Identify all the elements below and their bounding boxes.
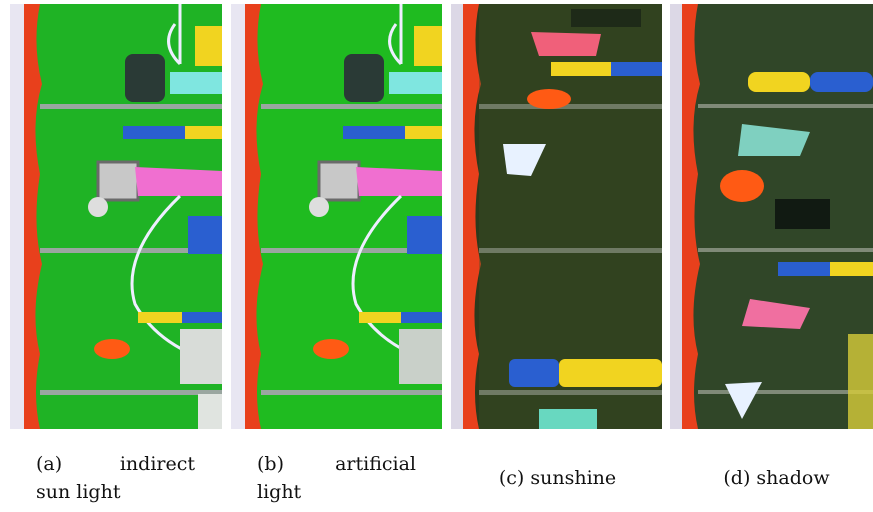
panel-a-image [10, 4, 222, 429]
caption-b-line2: light [257, 481, 302, 503]
caption-a-tag: (a) [36, 453, 63, 475]
panel-c-image [451, 4, 662, 429]
panel-b-image [231, 4, 442, 429]
caption-a: (a) indirect sun light [36, 450, 195, 506]
caption-a-line2: sun light [36, 481, 121, 503]
panel-d-image [670, 4, 873, 429]
caption-d: (d) shadow [723, 467, 830, 489]
caption-b-word: artificial [335, 453, 416, 475]
caption-c: (c) sunshine [498, 467, 617, 489]
caption-b-tag: (b) [257, 453, 284, 475]
caption-a-word: indirect [119, 453, 195, 475]
caption-b: (b) artificial light [257, 450, 416, 506]
